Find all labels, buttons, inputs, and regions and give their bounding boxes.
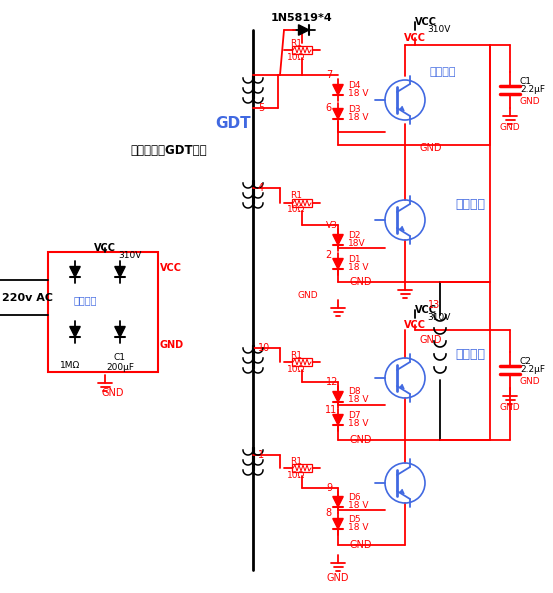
Bar: [292, 464, 312, 472]
Text: 18 V: 18 V: [348, 113, 368, 122]
Text: 6: 6: [325, 103, 331, 113]
Text: GND: GND: [520, 378, 541, 387]
Text: GND: GND: [520, 97, 541, 107]
Polygon shape: [333, 109, 343, 119]
Text: 接驱动电路GDT输出: 接驱动电路GDT输出: [130, 144, 207, 157]
Text: 10Ω: 10Ω: [287, 206, 305, 215]
Text: D1: D1: [348, 254, 361, 263]
Bar: [292, 46, 312, 54]
Text: 2.2μF: 2.2μF: [520, 365, 545, 375]
Text: 9: 9: [326, 483, 332, 493]
Text: D6: D6: [348, 493, 361, 502]
Text: 1N5819*4: 1N5819*4: [271, 13, 333, 23]
Text: D8: D8: [348, 387, 361, 397]
Text: 310V: 310V: [118, 250, 142, 260]
Text: D2: D2: [348, 231, 361, 240]
Text: D3: D3: [348, 104, 361, 113]
Polygon shape: [70, 266, 80, 277]
Text: R1: R1: [290, 192, 302, 200]
Text: 2: 2: [325, 250, 331, 260]
Text: 11: 11: [325, 405, 337, 415]
Text: GND: GND: [500, 403, 520, 413]
Text: GDT: GDT: [215, 116, 251, 130]
Text: V3: V3: [326, 221, 338, 229]
Text: 2.2μF: 2.2μF: [520, 85, 545, 94]
Polygon shape: [333, 391, 343, 402]
Text: 18 V: 18 V: [348, 419, 368, 428]
Polygon shape: [333, 234, 343, 245]
Text: VCC: VCC: [94, 243, 116, 253]
Text: D4: D4: [348, 81, 361, 90]
Polygon shape: [333, 415, 343, 425]
Text: 18V: 18V: [348, 238, 366, 247]
Text: C1: C1: [520, 78, 532, 87]
Text: GND: GND: [102, 388, 124, 398]
Text: 200μF: 200μF: [106, 364, 134, 372]
Text: GND: GND: [420, 143, 442, 153]
Text: GND: GND: [350, 540, 373, 550]
Polygon shape: [333, 84, 343, 95]
Text: VCC: VCC: [160, 263, 182, 273]
Bar: [292, 358, 312, 366]
Text: 7: 7: [326, 70, 332, 80]
Text: VCC: VCC: [404, 33, 426, 43]
Text: 18 V: 18 V: [348, 396, 368, 404]
Bar: [48, 252, 158, 372]
Text: 13: 13: [428, 300, 440, 310]
Text: 10Ω: 10Ω: [287, 365, 305, 374]
Text: C2: C2: [520, 358, 532, 366]
Text: 220v AC: 220v AC: [2, 293, 53, 303]
Text: VCC: VCC: [415, 305, 437, 315]
Text: 电源退耦: 电源退耦: [430, 67, 456, 77]
Text: 18 V: 18 V: [348, 263, 368, 272]
Polygon shape: [115, 327, 125, 337]
Polygon shape: [70, 327, 80, 337]
Text: R1: R1: [290, 350, 302, 359]
Polygon shape: [299, 25, 309, 35]
Text: 初级线圈: 初级线圈: [455, 349, 485, 362]
Text: GND: GND: [350, 435, 373, 445]
Text: R1: R1: [290, 39, 302, 47]
Text: 4: 4: [258, 183, 264, 193]
Text: GND: GND: [350, 277, 373, 287]
Text: 18 V: 18 V: [348, 88, 368, 97]
Polygon shape: [333, 496, 343, 507]
Text: 5: 5: [258, 103, 264, 113]
Text: 1: 1: [258, 450, 264, 460]
Text: GND: GND: [298, 291, 318, 299]
Text: 谐振电容: 谐振电容: [455, 199, 485, 212]
Text: 10: 10: [258, 343, 270, 353]
Text: VCC: VCC: [404, 320, 426, 330]
Text: R1: R1: [290, 457, 302, 466]
Polygon shape: [333, 518, 343, 529]
Text: GND: GND: [160, 340, 184, 350]
Bar: [292, 199, 312, 207]
Polygon shape: [333, 259, 343, 269]
Text: 10Ω: 10Ω: [287, 53, 305, 62]
Text: 泄放电阵: 泄放电阵: [73, 295, 97, 305]
Text: VCC: VCC: [415, 17, 437, 27]
Text: 1MΩ: 1MΩ: [60, 361, 80, 369]
Text: GND: GND: [420, 335, 442, 345]
Text: GND: GND: [500, 123, 520, 132]
Text: GND: GND: [327, 573, 349, 583]
Text: C1: C1: [114, 353, 126, 362]
Text: D5: D5: [348, 515, 361, 524]
Text: 310V: 310V: [427, 25, 450, 34]
Polygon shape: [115, 266, 125, 277]
Text: D7: D7: [348, 410, 361, 419]
Text: 10Ω: 10Ω: [287, 470, 305, 480]
Text: 18 V: 18 V: [348, 500, 368, 509]
Text: 18 V: 18 V: [348, 522, 368, 531]
Text: 12: 12: [326, 377, 338, 387]
Text: 310V: 310V: [427, 314, 450, 323]
Text: 8: 8: [325, 508, 331, 518]
